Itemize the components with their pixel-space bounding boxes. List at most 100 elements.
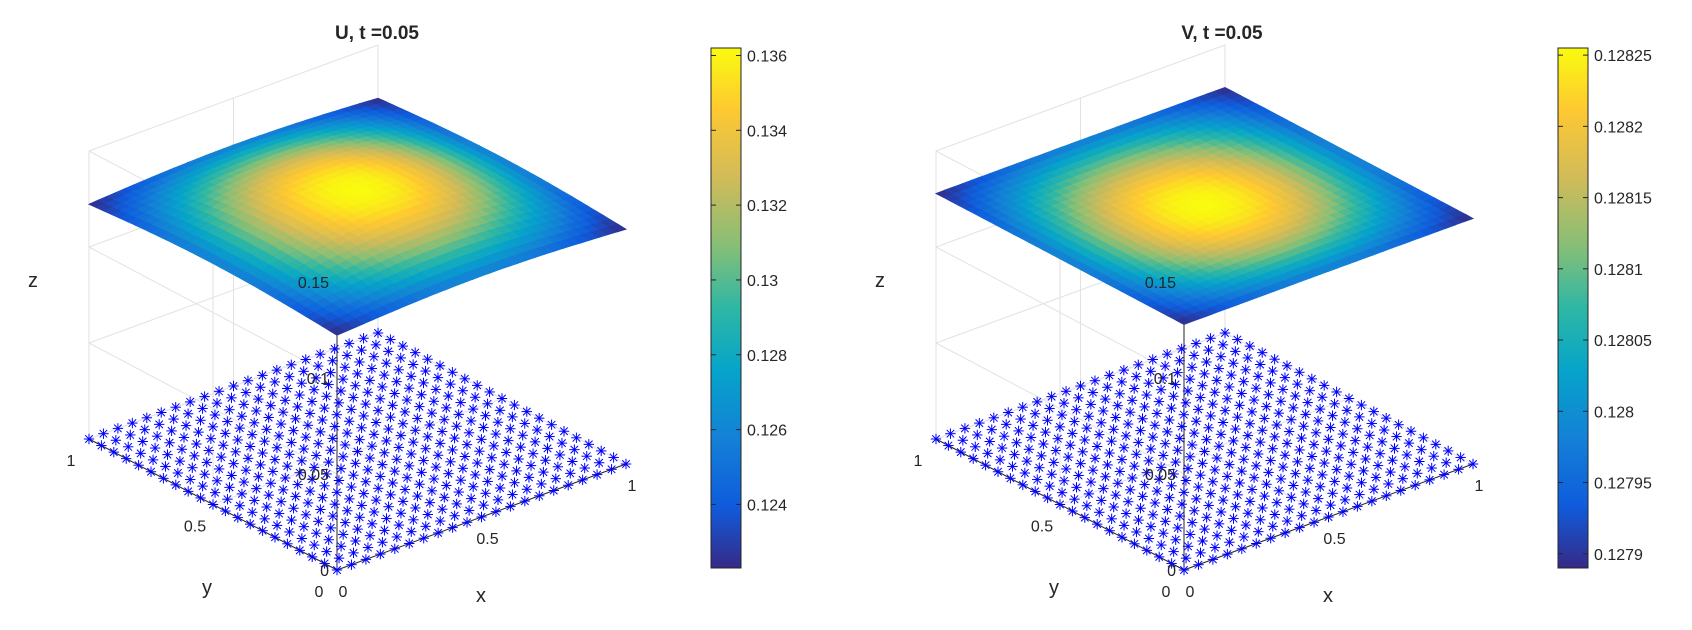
node-marker xyxy=(249,495,260,506)
node-marker xyxy=(397,340,408,352)
node-marker xyxy=(98,428,109,439)
node-marker xyxy=(472,457,483,469)
node-marker xyxy=(344,493,355,505)
node-marker xyxy=(1370,472,1382,483)
node-marker xyxy=(1178,487,1190,498)
node-marker xyxy=(534,490,545,501)
node-marker xyxy=(468,481,479,492)
node-marker xyxy=(1116,376,1127,388)
node-marker xyxy=(461,439,473,450)
node-marker xyxy=(1339,494,1351,506)
node-marker xyxy=(366,363,378,374)
node-marker xyxy=(492,494,504,506)
node-marker xyxy=(298,521,310,532)
node-marker xyxy=(1129,383,1140,394)
node-marker xyxy=(1176,499,1188,510)
node-marker xyxy=(484,464,495,475)
node-marker xyxy=(352,368,363,380)
node-marker xyxy=(385,489,396,501)
node-marker xyxy=(1275,473,1287,485)
node-marker xyxy=(1098,483,1109,494)
node-marker xyxy=(1108,424,1119,435)
node-marker xyxy=(548,485,559,496)
node-marker xyxy=(172,467,184,479)
node-marker xyxy=(1339,417,1351,428)
node-marker xyxy=(1250,383,1262,394)
node-marker xyxy=(370,417,382,428)
node-marker xyxy=(1279,450,1291,461)
node-marker xyxy=(1348,447,1359,458)
node-marker xyxy=(1430,439,1441,450)
node-marker xyxy=(1337,428,1349,440)
node-marker xyxy=(350,458,361,469)
node-marker xyxy=(286,514,297,526)
node-marker xyxy=(333,397,345,409)
node-marker xyxy=(381,435,392,447)
node-marker xyxy=(1125,484,1136,496)
node-marker xyxy=(1122,496,1134,507)
node-marker xyxy=(354,356,365,368)
node-marker xyxy=(271,364,283,376)
node-marker xyxy=(581,451,592,462)
node-marker xyxy=(1205,333,1216,344)
node-marker xyxy=(197,403,208,414)
node-marker xyxy=(1217,417,1229,428)
node-marker xyxy=(430,384,442,395)
x-tick-label: 0 xyxy=(1186,584,1195,601)
y-tick-label: 0.5 xyxy=(184,519,206,536)
node-marker xyxy=(1170,534,1181,545)
node-marker xyxy=(1143,533,1155,544)
node-marker xyxy=(1094,507,1105,518)
node-marker xyxy=(1395,485,1406,496)
axis-ticks: 0 0.05 0.1 0.15 0 0.5 1 0 0.5 1 xyxy=(67,275,637,601)
node-marker xyxy=(1184,451,1196,462)
node-marker xyxy=(112,423,124,434)
node-marker xyxy=(1296,510,1307,521)
node-marker xyxy=(1232,334,1243,345)
node-marker xyxy=(1242,508,1254,519)
node-marker xyxy=(1197,535,1208,547)
node-marker xyxy=(519,495,531,507)
node-marker xyxy=(465,493,477,504)
node-marker xyxy=(567,456,578,467)
node-marker xyxy=(1306,373,1317,385)
x-axis-label: x xyxy=(1323,585,1333,607)
surface-patch xyxy=(608,224,628,233)
node-marker xyxy=(970,441,981,452)
node-marker xyxy=(321,546,332,557)
node-marker xyxy=(1176,421,1187,432)
node-marker xyxy=(482,476,493,487)
node-marker xyxy=(362,387,373,398)
node-marker xyxy=(399,484,411,495)
node-marker xyxy=(1374,448,1386,459)
node-marker xyxy=(486,452,497,463)
node-marker xyxy=(1170,456,1181,468)
node-marker xyxy=(1189,505,1200,516)
node-marker xyxy=(1329,398,1340,409)
node-marker xyxy=(108,446,119,458)
node-marker xyxy=(234,500,246,511)
node-marker xyxy=(1087,387,1099,398)
node-markers xyxy=(83,327,632,576)
node-marker xyxy=(391,376,402,387)
node-marker xyxy=(1108,501,1119,513)
node-marker xyxy=(164,437,175,448)
node-marker xyxy=(507,489,518,500)
node-marker xyxy=(1221,393,1233,404)
node-marker xyxy=(319,402,330,414)
node-marker xyxy=(583,439,594,450)
x-tick-label: 0.5 xyxy=(1323,531,1345,548)
node-marker xyxy=(1151,408,1163,419)
node-marker xyxy=(1273,485,1285,496)
node-marker xyxy=(1267,365,1278,377)
node-marker xyxy=(1312,415,1324,427)
node-marker xyxy=(546,419,557,430)
node-marker xyxy=(1397,473,1408,484)
node-marker xyxy=(554,449,566,461)
node-marker xyxy=(517,430,528,441)
node-marker xyxy=(408,436,419,448)
node-marker xyxy=(1255,514,1266,525)
node-marker xyxy=(1110,489,1121,501)
node-marker xyxy=(383,423,394,435)
node-marker xyxy=(403,383,415,394)
